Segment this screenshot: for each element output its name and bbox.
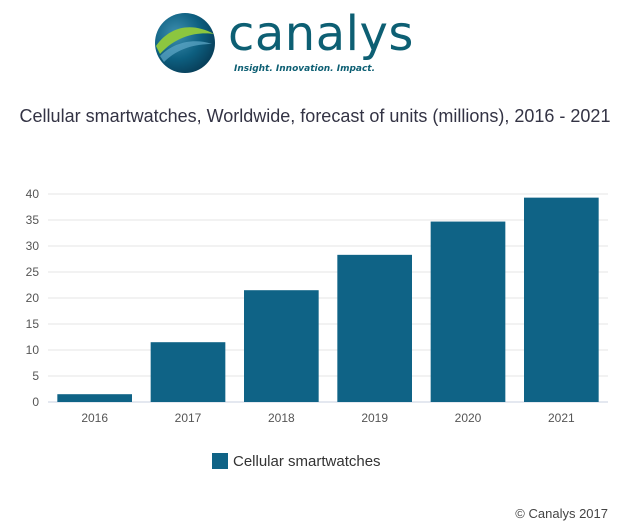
chart-title: Cellular smartwatches, Worldwide, foreca… — [19, 106, 611, 126]
legend[interactable]: Cellular smartwatches — [212, 451, 381, 471]
x-tick-label: 2018 — [268, 411, 295, 425]
bar — [430, 221, 506, 402]
bar — [244, 290, 319, 402]
y-tick-label: 15 — [26, 317, 40, 331]
bar — [57, 394, 133, 402]
bar — [524, 197, 599, 402]
x-tick-label: 2017 — [175, 411, 202, 425]
y-tick-label: 10 — [26, 343, 40, 357]
bar — [337, 254, 412, 402]
y-tick-label: 30 — [26, 239, 40, 253]
y-tick-label: 20 — [26, 291, 40, 305]
logo-wordmark: canalys — [228, 6, 414, 62]
globe-icon — [155, 13, 215, 73]
x-tick-label: 2019 — [361, 411, 388, 425]
bar — [150, 342, 226, 402]
legend-swatch — [212, 453, 228, 469]
y-tick-label: 25 — [26, 265, 40, 279]
y-tick-label: 0 — [32, 395, 39, 409]
logo-tagline: Insight. Innovation. Impact. — [234, 64, 376, 74]
y-tick-label: 35 — [26, 213, 40, 227]
canalys-logo: canalys Insight. Innovation. Impact. — [154, 6, 444, 78]
x-tick-label: 2020 — [455, 411, 482, 425]
x-tick-label: 2021 — [548, 411, 575, 425]
x-tick-label: 2016 — [81, 411, 108, 425]
copyright-text: © Canalys 2017 — [515, 506, 608, 521]
legend-label: Cellular smartwatches — [233, 452, 381, 470]
y-tick-label: 40 — [26, 187, 40, 201]
y-tick-label: 5 — [32, 369, 39, 383]
